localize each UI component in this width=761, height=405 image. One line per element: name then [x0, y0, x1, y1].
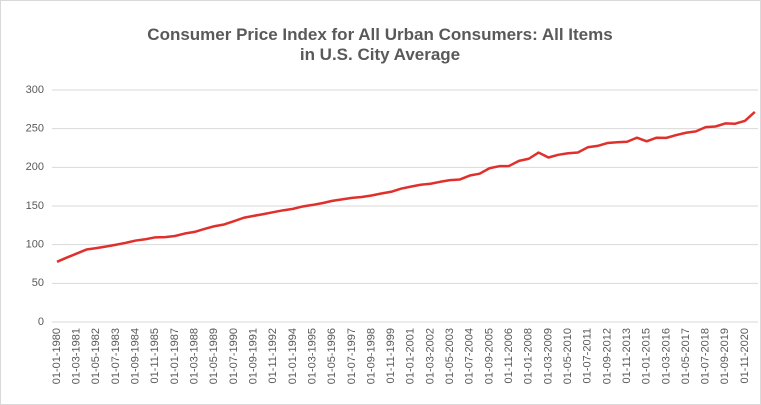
x-tick-label: 01-01-2015 [641, 328, 653, 384]
x-tick-label: 01-05-1982 [90, 328, 102, 384]
x-tick-label: 01-01-1987 [169, 328, 181, 384]
x-tick-label: 01-03-1981 [71, 328, 83, 384]
x-tick-label: 01-07-2018 [700, 328, 712, 384]
x-tick-label: 01-09-2012 [601, 328, 613, 384]
x-tick-label: 01-07-2011 [582, 328, 594, 383]
y-tick-label: 150 [26, 200, 44, 212]
chart-title: Consumer Price Index for All Urban Consu… [147, 25, 612, 44]
x-tick-label: 01-11-1985 [149, 328, 161, 383]
x-tick-label: 01-07-1990 [228, 328, 240, 384]
x-tick-label: 01-03-2016 [660, 328, 672, 384]
x-tick-label: 01-01-2001 [405, 328, 417, 384]
x-tick-label: 01-07-1997 [346, 328, 358, 384]
x-tick-label: 01-05-2003 [444, 328, 456, 384]
x-tick-label: 01-11-1999 [385, 328, 397, 383]
x-tick-label: 01-05-1989 [208, 328, 220, 384]
x-tick-label: 01-11-2020 [739, 328, 751, 383]
x-tick-label: 01-05-1996 [326, 328, 338, 384]
y-tick-label: 0 [38, 316, 44, 328]
x-tick-label: 01-09-1984 [130, 328, 142, 384]
x-tick-label: 01-09-2019 [719, 328, 731, 384]
x-tick-label: 01-09-2005 [483, 328, 495, 384]
y-tick-label: 250 [26, 123, 44, 135]
y-tick-label: 100 [26, 239, 44, 251]
x-tick-label: 01-07-2004 [464, 328, 476, 384]
x-tick-label: 01-03-1988 [189, 328, 201, 384]
x-tick-label: 01-09-1991 [247, 328, 259, 384]
x-tick-label: 01-03-2009 [542, 328, 554, 384]
x-tick-label: 01-01-1994 [287, 328, 299, 384]
x-tick-label: 01-03-1995 [306, 328, 318, 384]
x-tick-label: 01-11-2006 [503, 328, 515, 383]
chart-title: in U.S. City Average [300, 45, 460, 64]
x-tick-label: 01-07-1983 [110, 328, 122, 384]
y-tick-label: 200 [26, 161, 44, 173]
y-tick-label: 50 [32, 277, 44, 289]
x-tick-label: 01-11-1992 [267, 328, 279, 383]
data-line [56, 110, 756, 263]
x-tick-label: 01-11-2013 [621, 328, 633, 383]
x-tick-label: 01-01-2008 [523, 328, 535, 384]
x-tick-label: 01-05-2010 [562, 328, 574, 384]
x-tick-label: 01-03-2002 [424, 328, 436, 384]
y-tick-label: 300 [26, 84, 44, 96]
x-tick-label: 01-05-2017 [680, 328, 692, 384]
x-tick-label: 01-09-1998 [365, 328, 377, 384]
x-tick-label: 01-01-1980 [51, 328, 63, 384]
